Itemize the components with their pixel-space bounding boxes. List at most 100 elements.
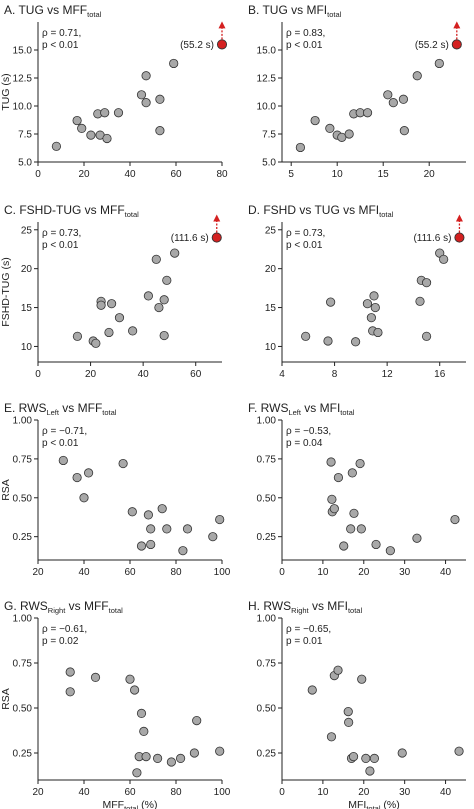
x-axis-label: MFItotal (%): [348, 799, 400, 809]
x-tick-label: 10: [317, 787, 329, 798]
data-point: [388, 98, 398, 108]
y-axis-label: FSHD-TUG (s): [0, 257, 12, 326]
data-point: [329, 504, 339, 514]
panel-title-mid: vs MFF: [65, 599, 108, 613]
data-point: [155, 126, 165, 136]
y-tick-label: 0.75: [13, 659, 33, 670]
data-point: [128, 326, 138, 336]
x-tick-label: 60: [124, 567, 136, 578]
data-point: [155, 94, 165, 104]
y-tick-label: 0.50: [13, 704, 33, 715]
data-point: [143, 510, 153, 520]
y-tick-label: 1.00: [13, 614, 33, 625]
x-tick-label: 20: [358, 787, 370, 798]
panel-title-sub2: total: [340, 408, 355, 417]
panel-title: B. TUG vs MFItotal: [248, 3, 342, 19]
panel-title: F. RWSLeft vs MFItotal: [248, 401, 355, 417]
panel-title: A. TUG vs MFFtotal: [4, 3, 102, 19]
data-point: [72, 331, 83, 341]
y-tick-label: 1.00: [257, 416, 277, 427]
panel-title-main: B. TUG vs MFI: [248, 3, 327, 17]
data-point: [157, 504, 167, 514]
data-point: [141, 751, 151, 762]
data-point: [170, 248, 180, 258]
data-point: [58, 455, 68, 466]
data-point: [107, 299, 117, 309]
panel-c: C. FSHD-TUG vs MFFtotal 0 20 40 60 10 15 20 25 FS…: [0, 203, 222, 380]
x-axis-label: MFFtotal (%): [102, 799, 157, 809]
panel-title-main: H. RWS: [248, 599, 291, 613]
data-point: [51, 141, 62, 151]
data-point: [169, 58, 179, 69]
data-point: [397, 748, 407, 758]
outlier-label: (55.2 s): [415, 40, 449, 51]
x-tick-label: 60: [124, 787, 136, 798]
x-tick-label: 40: [78, 787, 90, 798]
data-point: [369, 291, 379, 301]
data-point: [139, 726, 149, 737]
outlier-point: [451, 39, 462, 50]
x-axis-label-sub: total: [124, 804, 139, 809]
y-tick-label: 12.5: [13, 74, 33, 85]
y-tick-label: 0.25: [13, 532, 33, 543]
data-point: [162, 275, 172, 285]
panel-title-sub: Left: [288, 408, 301, 417]
stat-line: p = 0.02: [42, 636, 79, 647]
data-point: [100, 108, 110, 118]
data-point: [102, 133, 112, 144]
x-tick-label: 40: [78, 567, 90, 578]
x-tick-label: 20: [32, 787, 44, 798]
x-axis-label-suffix: (%): [138, 799, 157, 809]
outlier-label: (111.6 s): [171, 233, 209, 244]
panel-title-main: E. RWS: [4, 401, 46, 415]
stat-line: ρ = 0.71,: [42, 28, 81, 39]
panel-d: D. FSHD vs TUG vs MFItotal 4 8 12 16 10 15 20 25…: [248, 203, 466, 380]
data-point: [357, 674, 367, 684]
data-point: [72, 115, 82, 126]
panel-title-sub: Right: [291, 606, 309, 615]
data-point: [399, 126, 409, 136]
data-point: [86, 130, 96, 140]
data-point: [412, 533, 422, 543]
data-point: [176, 753, 186, 764]
y-tick-label: 0.25: [257, 532, 277, 543]
y-tick-label: 15: [265, 303, 277, 314]
y-tick-label: 25: [265, 225, 277, 236]
data-point: [141, 98, 151, 108]
y-tick-label: 15.0: [257, 46, 277, 57]
outlier-arrow-head: [213, 214, 221, 222]
data-point: [339, 541, 349, 551]
y-tick-label: 0.75: [257, 659, 277, 670]
y-tick-label: 25: [21, 225, 33, 236]
data-point: [346, 524, 356, 534]
y-tick-label: 0.75: [13, 454, 33, 465]
x-axis-label-sub: total: [366, 804, 381, 809]
y-tick-label: 10.0: [13, 102, 33, 113]
data-point: [373, 327, 383, 338]
panel-a: A. TUG vs MFFtotal 0 20 40 60 80 5.0 7.5 10.0 12.…: [0, 3, 228, 180]
y-tick-label: 5.0: [18, 158, 32, 169]
data-point: [77, 123, 87, 133]
x-tick-label: 40: [124, 169, 136, 180]
x-tick-label: 60: [190, 369, 202, 380]
data-point: [192, 715, 202, 726]
data-point: [350, 337, 361, 347]
y-axis-label: RSA: [0, 479, 12, 501]
panel-title-main: F. RWS: [248, 401, 288, 415]
data-point: [348, 751, 359, 762]
y-tick-label: 0.25: [13, 749, 33, 760]
stat-line: ρ = −0.61,: [42, 624, 87, 635]
data-point: [439, 254, 449, 264]
x-tick-label: 5: [288, 169, 294, 180]
data-point: [130, 685, 140, 695]
panel-title-main: D. FSHD vs TUG vs MFI: [248, 203, 379, 217]
data-point: [421, 278, 432, 288]
y-tick-label: 15: [21, 303, 33, 314]
x-tick-label: 100: [214, 567, 231, 578]
data-point: [450, 514, 460, 525]
y-tick-label: 1.00: [257, 614, 277, 625]
y-tick-label: 10: [21, 342, 33, 353]
panel-title-main: C. FSHD-TUG vs MFF: [4, 203, 125, 217]
outlier-point: [211, 232, 222, 243]
